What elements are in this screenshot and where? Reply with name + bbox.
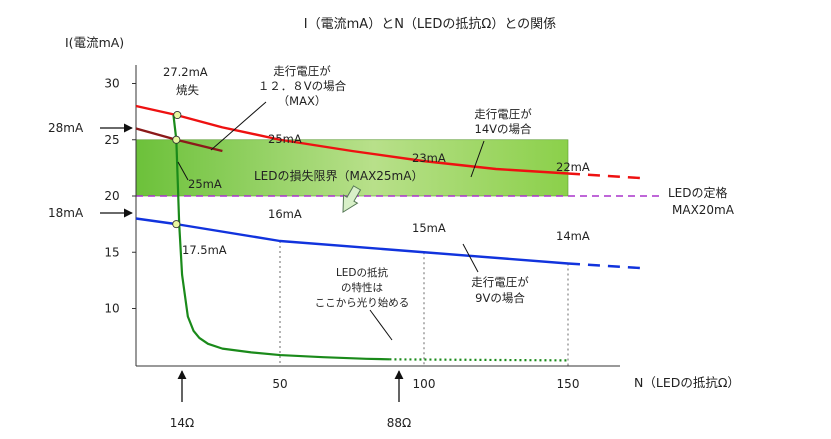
pointer-12v xyxy=(210,101,267,151)
lab14v-line-1: 14Vの場合 xyxy=(475,122,533,136)
band-label: LEDの損失限界（MAX25mA） xyxy=(254,168,423,183)
x-tick-label-150: 150 xyxy=(557,377,580,391)
label-14v: 走行電圧が 14Vの場合 xyxy=(474,107,532,136)
lab14v-line-0: 走行電圧が xyxy=(474,107,532,121)
label-14ma: 14mA xyxy=(556,229,590,243)
series-layer xyxy=(135,104,641,362)
arrow-14ohm: 14Ω xyxy=(170,370,194,430)
label-burnout: 焼失 xyxy=(176,83,199,97)
arrow-18ma-label: 18mA xyxy=(48,206,84,220)
series-2-extension xyxy=(567,262,641,270)
lab9v-line-0: 走行電圧が xyxy=(471,275,529,289)
vertical-guides xyxy=(279,241,569,366)
label-16ma: 16mA xyxy=(268,207,302,221)
band-up-arrow xyxy=(342,185,362,214)
label-27-2ma: 27.2mA xyxy=(163,65,208,79)
arrow-88ohm-label: 88Ω xyxy=(387,416,411,430)
x-tick-label-100: 100 xyxy=(413,377,436,391)
x-axis-title: N（LEDの抵抗Ω） xyxy=(634,375,740,390)
labnote-line-1: の特性は xyxy=(341,281,383,294)
lab12v-line-1: １２．８Vの場合 xyxy=(258,79,347,93)
label-9v: 走行電圧が 9Vの場合 xyxy=(471,275,529,305)
arrow-88ohm: 88Ω xyxy=(387,370,411,430)
pointer-led-note xyxy=(369,309,393,341)
spec-label-line1: LEDの定格 xyxy=(668,185,728,200)
y-tick-label-20: 20 xyxy=(104,189,119,203)
y-tick-label-25: 25 xyxy=(104,133,119,147)
lab12v-line-2: （MAX） xyxy=(278,94,327,108)
axis-ticks: 10 15 20 25 30 50 100 150 xyxy=(104,77,579,392)
point-marker-0 xyxy=(173,110,182,120)
arrow-28ma: 28mA xyxy=(48,121,133,135)
pointer-14v xyxy=(470,140,485,178)
y-axis-title: I(電流mA) xyxy=(65,35,124,50)
series-0 xyxy=(135,104,569,175)
label-17-5ma: 17.5mA xyxy=(182,243,227,257)
label-25ma-red: 25mA xyxy=(268,132,302,146)
y-tick-label-30: 30 xyxy=(104,77,119,91)
chart-title: I（電流mA）とN（LEDの抵抗Ω）との関係 xyxy=(304,17,556,32)
pointer-25ma xyxy=(177,161,189,181)
series-3 xyxy=(172,114,390,361)
pointer-9v xyxy=(462,243,479,273)
spec-label-line2: MAX20mA xyxy=(672,203,735,217)
point-marker-2 xyxy=(172,220,181,229)
label-15ma: 15mA xyxy=(412,221,446,235)
labnote-line-0: LEDの抵抗 xyxy=(336,266,389,279)
label-22ma: 22mA xyxy=(556,160,590,174)
labnote-line-2: ここから光り始める xyxy=(315,296,410,309)
arrow-28ma-label: 28mA xyxy=(48,121,84,135)
y-tick-label-10: 10 xyxy=(104,302,119,316)
arrow-18ma: 18mA xyxy=(48,206,133,220)
lab12v-line-0: 走行電圧が xyxy=(273,64,331,78)
y-tick-label-15: 15 xyxy=(104,245,119,259)
series-0-extension xyxy=(567,172,641,180)
x-tick-label-50: 50 xyxy=(272,377,287,391)
label-25ma-green: 25mA xyxy=(188,177,222,191)
label-led-note: LEDの抵抗の特性はここから光り始める xyxy=(315,266,410,309)
lab9v-line-1: 9Vの場合 xyxy=(475,291,525,305)
point-markers xyxy=(172,110,182,229)
spec-label: LEDの定格 MAX20mA xyxy=(668,185,735,217)
point-marker-1 xyxy=(172,135,181,144)
arrow-14ohm-label: 14Ω xyxy=(170,416,194,430)
series-2 xyxy=(135,217,569,265)
series-3-extension xyxy=(389,358,569,362)
label-23ma: 23mA xyxy=(412,151,446,165)
label-12v: 走行電圧が１２．８Vの場合（MAX） xyxy=(258,64,347,108)
